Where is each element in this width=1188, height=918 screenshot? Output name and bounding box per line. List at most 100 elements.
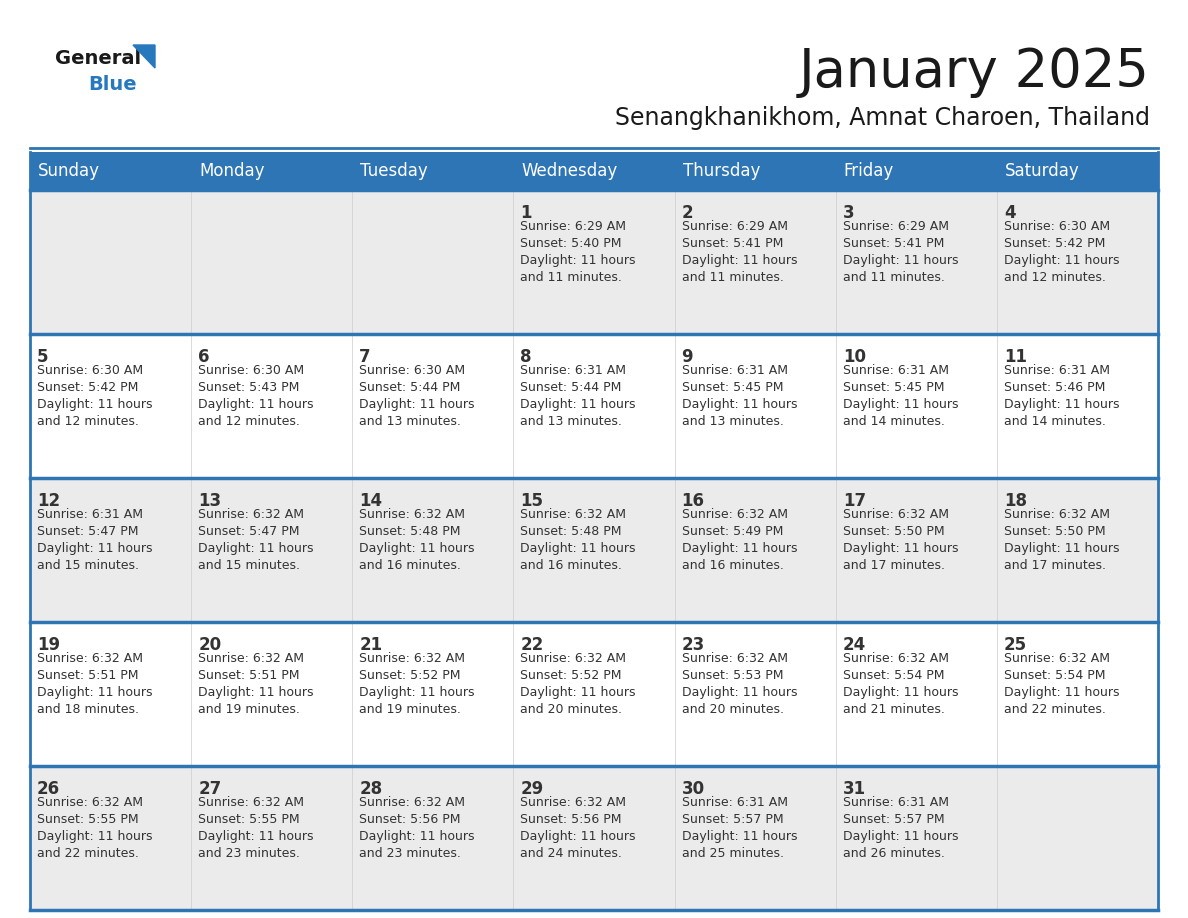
Text: and 12 minutes.: and 12 minutes. <box>198 415 301 428</box>
Text: 14: 14 <box>359 492 383 510</box>
Text: and 13 minutes.: and 13 minutes. <box>520 415 623 428</box>
Text: Daylight: 11 hours: Daylight: 11 hours <box>37 830 152 843</box>
Text: Sunset: 5:53 PM: Sunset: 5:53 PM <box>682 669 783 682</box>
Text: Sunset: 5:51 PM: Sunset: 5:51 PM <box>37 669 139 682</box>
Text: Sunrise: 6:29 AM: Sunrise: 6:29 AM <box>682 220 788 233</box>
Text: 18: 18 <box>1004 492 1026 510</box>
Text: Sunset: 5:48 PM: Sunset: 5:48 PM <box>359 525 461 538</box>
Text: Sunset: 5:57 PM: Sunset: 5:57 PM <box>842 813 944 826</box>
Bar <box>30 766 191 910</box>
Text: 11: 11 <box>1004 348 1026 366</box>
Bar <box>513 334 675 478</box>
Text: and 25 minutes.: and 25 minutes. <box>682 847 784 860</box>
Text: Daylight: 11 hours: Daylight: 11 hours <box>842 830 959 843</box>
Text: Sunset: 5:54 PM: Sunset: 5:54 PM <box>1004 669 1105 682</box>
Text: and 14 minutes.: and 14 minutes. <box>1004 415 1106 428</box>
Text: Daylight: 11 hours: Daylight: 11 hours <box>359 830 475 843</box>
Text: Saturday: Saturday <box>1005 162 1080 180</box>
Text: and 17 minutes.: and 17 minutes. <box>842 559 944 572</box>
Text: Daylight: 11 hours: Daylight: 11 hours <box>1004 398 1119 411</box>
Text: 1: 1 <box>520 204 532 222</box>
Text: Sunrise: 6:30 AM: Sunrise: 6:30 AM <box>37 364 143 377</box>
Text: Daylight: 11 hours: Daylight: 11 hours <box>198 830 314 843</box>
Text: Daylight: 11 hours: Daylight: 11 hours <box>842 398 959 411</box>
Text: Sunset: 5:41 PM: Sunset: 5:41 PM <box>682 237 783 250</box>
Text: Daylight: 11 hours: Daylight: 11 hours <box>682 254 797 267</box>
Text: Sunrise: 6:31 AM: Sunrise: 6:31 AM <box>842 364 949 377</box>
Bar <box>513 766 675 910</box>
Text: Sunrise: 6:32 AM: Sunrise: 6:32 AM <box>198 796 304 809</box>
Text: 8: 8 <box>520 348 532 366</box>
Text: 26: 26 <box>37 780 61 798</box>
Text: and 21 minutes.: and 21 minutes. <box>842 703 944 716</box>
Text: Sunrise: 6:32 AM: Sunrise: 6:32 AM <box>1004 508 1110 521</box>
Text: and 16 minutes.: and 16 minutes. <box>359 559 461 572</box>
Text: Sunrise: 6:32 AM: Sunrise: 6:32 AM <box>198 652 304 665</box>
Text: Sunset: 5:55 PM: Sunset: 5:55 PM <box>198 813 299 826</box>
Text: Daylight: 11 hours: Daylight: 11 hours <box>359 686 475 699</box>
Text: 13: 13 <box>198 492 221 510</box>
Bar <box>675 334 835 478</box>
Text: Thursday: Thursday <box>683 162 760 180</box>
Bar <box>353 334 513 478</box>
Text: and 11 minutes.: and 11 minutes. <box>682 271 783 284</box>
Text: Daylight: 11 hours: Daylight: 11 hours <box>1004 542 1119 555</box>
Text: Sunrise: 6:32 AM: Sunrise: 6:32 AM <box>520 796 626 809</box>
Text: and 26 minutes.: and 26 minutes. <box>842 847 944 860</box>
Bar <box>191 478 353 622</box>
Text: Sunrise: 6:31 AM: Sunrise: 6:31 AM <box>682 796 788 809</box>
Text: Daylight: 11 hours: Daylight: 11 hours <box>359 398 475 411</box>
Text: Daylight: 11 hours: Daylight: 11 hours <box>37 542 152 555</box>
Bar <box>30 152 191 190</box>
Text: Sunrise: 6:32 AM: Sunrise: 6:32 AM <box>198 508 304 521</box>
Text: 2: 2 <box>682 204 693 222</box>
Bar <box>997 622 1158 766</box>
Text: 24: 24 <box>842 636 866 654</box>
Text: Sunset: 5:44 PM: Sunset: 5:44 PM <box>359 381 461 394</box>
Text: and 20 minutes.: and 20 minutes. <box>520 703 623 716</box>
Text: Senangkhanikhom, Amnat Charoen, Thailand: Senangkhanikhom, Amnat Charoen, Thailand <box>615 106 1150 130</box>
Text: 16: 16 <box>682 492 704 510</box>
Text: Sunset: 5:56 PM: Sunset: 5:56 PM <box>359 813 461 826</box>
Text: Sunrise: 6:31 AM: Sunrise: 6:31 AM <box>842 796 949 809</box>
Text: and 11 minutes.: and 11 minutes. <box>842 271 944 284</box>
Text: 12: 12 <box>37 492 61 510</box>
Text: 28: 28 <box>359 780 383 798</box>
Bar <box>513 622 675 766</box>
Bar <box>675 152 835 190</box>
Text: Monday: Monday <box>200 162 265 180</box>
Bar <box>675 622 835 766</box>
Text: 22: 22 <box>520 636 544 654</box>
Text: Daylight: 11 hours: Daylight: 11 hours <box>520 542 636 555</box>
Bar <box>997 478 1158 622</box>
Text: 23: 23 <box>682 636 704 654</box>
Text: Sunset: 5:48 PM: Sunset: 5:48 PM <box>520 525 623 538</box>
Text: Sunrise: 6:30 AM: Sunrise: 6:30 AM <box>198 364 304 377</box>
Text: Daylight: 11 hours: Daylight: 11 hours <box>1004 686 1119 699</box>
Polygon shape <box>133 45 154 68</box>
Bar <box>191 334 353 478</box>
Bar <box>835 478 997 622</box>
Text: Sunrise: 6:32 AM: Sunrise: 6:32 AM <box>520 508 626 521</box>
Text: 10: 10 <box>842 348 866 366</box>
Text: and 22 minutes.: and 22 minutes. <box>37 847 139 860</box>
Text: Sunset: 5:47 PM: Sunset: 5:47 PM <box>198 525 299 538</box>
Text: Sunrise: 6:32 AM: Sunrise: 6:32 AM <box>520 652 626 665</box>
Text: and 13 minutes.: and 13 minutes. <box>682 415 783 428</box>
Text: Daylight: 11 hours: Daylight: 11 hours <box>1004 254 1119 267</box>
Bar <box>997 334 1158 478</box>
Bar <box>353 478 513 622</box>
Bar <box>835 334 997 478</box>
Text: 27: 27 <box>198 780 221 798</box>
Text: Sunset: 5:50 PM: Sunset: 5:50 PM <box>842 525 944 538</box>
Text: Sunset: 5:54 PM: Sunset: 5:54 PM <box>842 669 944 682</box>
Text: Daylight: 11 hours: Daylight: 11 hours <box>198 398 314 411</box>
Text: Sunrise: 6:31 AM: Sunrise: 6:31 AM <box>520 364 626 377</box>
Text: Daylight: 11 hours: Daylight: 11 hours <box>520 686 636 699</box>
Text: Daylight: 11 hours: Daylight: 11 hours <box>682 398 797 411</box>
Text: Sunset: 5:55 PM: Sunset: 5:55 PM <box>37 813 139 826</box>
Text: Blue: Blue <box>88 75 137 95</box>
Text: Friday: Friday <box>843 162 893 180</box>
Text: 6: 6 <box>198 348 209 366</box>
Text: Sunset: 5:52 PM: Sunset: 5:52 PM <box>520 669 623 682</box>
